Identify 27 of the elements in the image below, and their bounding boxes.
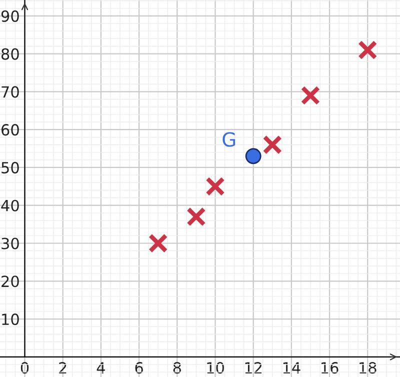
point	[245, 148, 262, 164]
point	[358, 40, 378, 60]
point	[206, 176, 225, 196]
x-tick-label: 6	[135, 362, 143, 374]
y-tick-label: 30	[2, 238, 19, 250]
x-tick-label: 12	[245, 362, 262, 374]
x-tick-label: 16	[321, 362, 338, 374]
y-tick-label: 20	[2, 276, 19, 288]
x-tick-label: 18	[360, 362, 376, 374]
point	[186, 207, 206, 226]
y-tick-label: 10	[2, 313, 19, 326]
y-tick-label: 80	[1, 48, 19, 60]
point	[148, 234, 168, 253]
point	[262, 135, 282, 154]
y-tick-label: 60	[2, 124, 19, 136]
point	[300, 86, 320, 106]
x-tick-label: 4	[96, 362, 105, 374]
y-tick-label: 50	[2, 162, 19, 174]
x-tick-label: 14	[283, 362, 300, 374]
x-tick-label: 10	[207, 362, 224, 374]
x-tick-label: 2	[59, 362, 66, 374]
series-label: G	[222, 132, 236, 147]
x-tick-label: 8	[173, 362, 181, 374]
x-tick-label: 0	[20, 362, 29, 374]
y-tick-label: 70	[2, 86, 19, 98]
y-tick-label: 40	[1, 200, 19, 212]
y-tick-label: 90	[1, 10, 19, 22]
